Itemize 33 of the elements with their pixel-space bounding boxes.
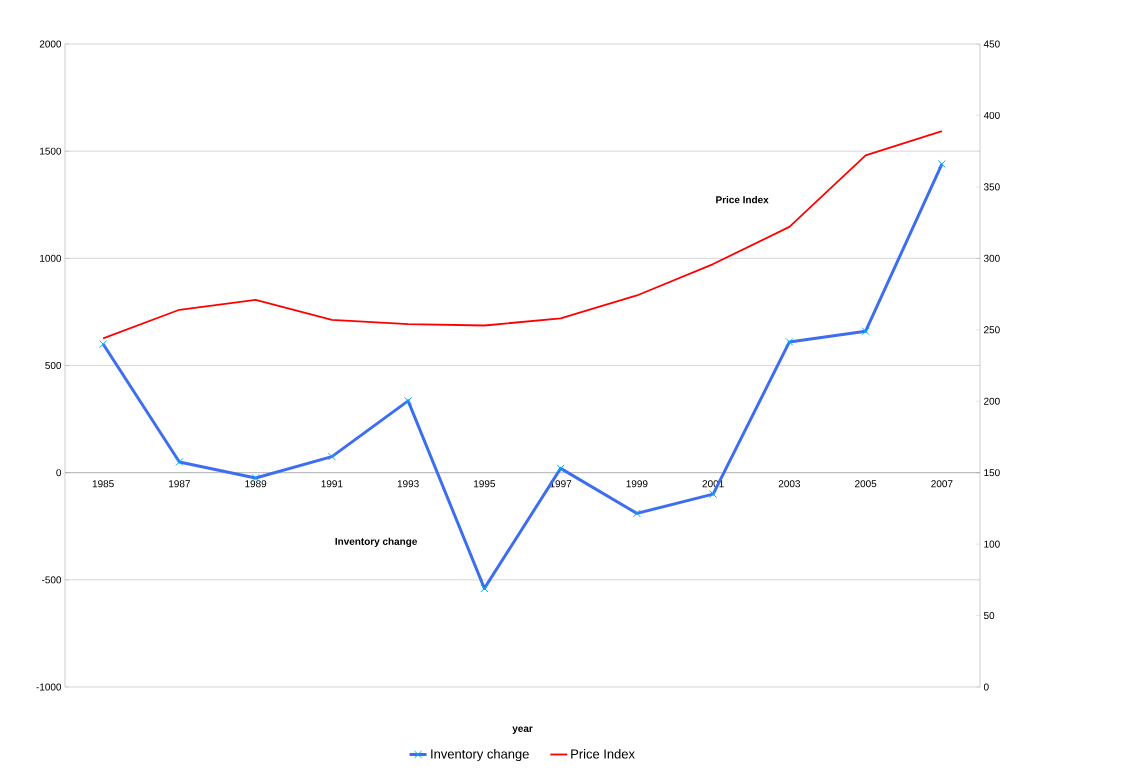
annotation: Price Index (716, 195, 769, 204)
y2-tick-label: 200 (984, 397, 1000, 405)
y2-tick-label: 300 (983, 254, 1000, 262)
y2-tick-label: 150 (984, 469, 1000, 477)
x-tick-label: 1987 (169, 480, 190, 488)
y2-tick-label: 250 (984, 326, 1000, 334)
x-tick-label: 2007 (931, 480, 953, 488)
line-series (102, 130, 943, 340)
y-tick-label: 0 (56, 469, 62, 477)
x-tick-label: 1999 (626, 480, 648, 488)
x-tick-label: 1991 (321, 480, 343, 488)
y2-tick-label: 50 (983, 612, 995, 620)
y-tick-label: -1000 (36, 683, 62, 691)
legend-label: Inventory change (431, 749, 529, 762)
y-tick-label: -500 (41, 576, 62, 584)
y-tick-label: 1500 (40, 147, 62, 155)
x-tick-label: 2003 (778, 480, 801, 488)
y-tick-label: 2000 (39, 40, 62, 48)
y2-tick-label: 400 (983, 111, 1000, 119)
x-tick-label: 1985 (92, 480, 114, 488)
x-axis-title: year (512, 726, 533, 734)
y-tick-label: 500 (45, 361, 62, 370)
y2-tick-label: 0 (983, 683, 989, 691)
y2-tick-label: 450 (983, 40, 1000, 48)
y2-tick-label: 350 (983, 183, 1000, 191)
x-tick-label: 2005 (855, 480, 877, 488)
y-tick-label: 1000 (40, 254, 62, 262)
legend-label: Price Index (571, 749, 635, 759)
x-tick-label: 1993 (397, 480, 419, 488)
annotation: Inventory change (335, 537, 417, 547)
x-tick-label: 1989 (245, 480, 267, 488)
y2-tick-label: 100 (984, 540, 1000, 548)
x-tick-label: 1995 (474, 480, 496, 488)
